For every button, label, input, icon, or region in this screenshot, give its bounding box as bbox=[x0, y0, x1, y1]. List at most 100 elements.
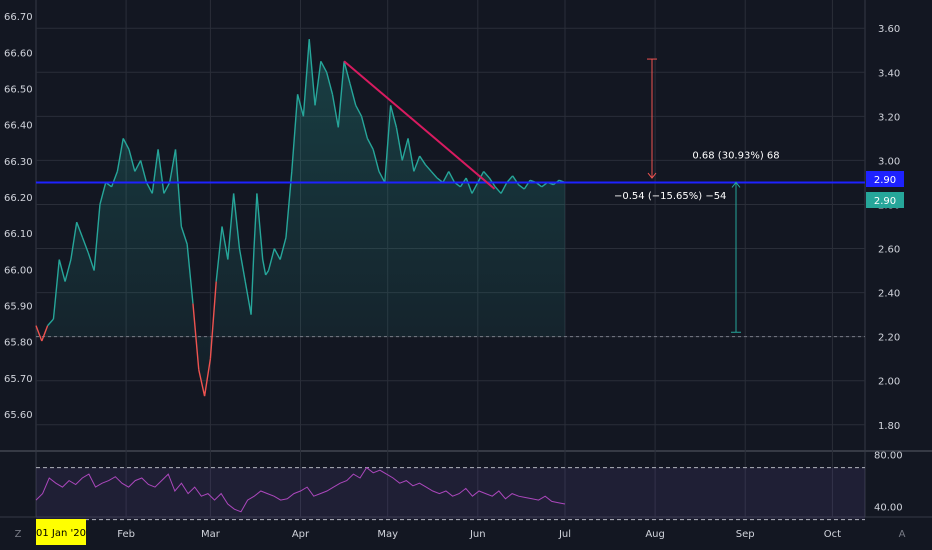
price-segment bbox=[227, 193, 235, 260]
price-segment bbox=[139, 160, 148, 183]
time-tick-label: Oct bbox=[824, 529, 841, 540]
price-segment bbox=[483, 170, 490, 179]
price-segment bbox=[494, 186, 502, 194]
price-segment bbox=[465, 177, 473, 194]
rsi-tick-label: 80.00 bbox=[874, 451, 903, 462]
level-price-badge-text: 2.90 bbox=[874, 175, 896, 186]
left-tick-label: 66.30 bbox=[4, 157, 33, 168]
right-tick-label: 3.20 bbox=[878, 112, 900, 123]
price-segment bbox=[169, 149, 177, 183]
price-segment bbox=[419, 155, 427, 166]
price-segment bbox=[250, 248, 255, 315]
start-date-text: 01 Jan '20 bbox=[36, 528, 86, 539]
price-segment bbox=[253, 193, 258, 249]
price-segment bbox=[232, 193, 241, 249]
price-segment bbox=[349, 83, 357, 106]
left-tick-label: 65.90 bbox=[4, 301, 33, 312]
price-segment bbox=[366, 138, 374, 150]
price-segment bbox=[325, 72, 334, 95]
rsi-band bbox=[36, 467, 865, 520]
left-tick-label: 65.60 bbox=[4, 410, 33, 421]
price-segment bbox=[372, 149, 380, 172]
left-tick-label: 66.60 bbox=[4, 48, 33, 59]
left-price-axis[interactable]: 66.70 66.60 66.50 66.40 66.30 66.20 66.10 66.00… bbox=[4, 12, 33, 421]
rsi-tick-label: 40.00 bbox=[874, 503, 903, 514]
price-segment bbox=[442, 171, 450, 183]
price-segment bbox=[320, 60, 328, 73]
left-tick-label: 66.00 bbox=[4, 265, 33, 276]
trendline[interactable] bbox=[343, 60, 496, 190]
price-segment bbox=[378, 171, 386, 183]
price-segment bbox=[296, 94, 305, 117]
up-measure-arrow bbox=[731, 181, 741, 188]
price-segment bbox=[128, 149, 136, 172]
price-segment bbox=[267, 248, 276, 271]
price-segment bbox=[343, 61, 351, 84]
price-segment bbox=[145, 182, 153, 194]
right-tick-label: 2.20 bbox=[878, 333, 900, 344]
price-segment bbox=[424, 164, 432, 172]
left-tick-label: 66.10 bbox=[4, 229, 33, 240]
right-tick-label: 3.00 bbox=[878, 156, 900, 167]
price-segment bbox=[70, 221, 78, 260]
price-segment bbox=[174, 149, 183, 227]
right-price-axis[interactable]: 3.603.403.203.002.802.602.402.202.001.80 bbox=[878, 24, 900, 432]
price-segment bbox=[41, 325, 49, 342]
time-tick-label: Aug bbox=[645, 529, 665, 540]
drawings[interactable]: 0.68 (30.93%) 68 −0.54 (−15.65%) −54 bbox=[36, 58, 865, 333]
price-segment bbox=[506, 175, 514, 183]
rsi-pane[interactable] bbox=[0, 452, 865, 517]
price-segment bbox=[47, 318, 54, 327]
down-measure-label: −0.54 (−15.65%) −54 bbox=[614, 191, 726, 202]
price-segment bbox=[314, 61, 322, 106]
down-measure-arrow bbox=[647, 172, 657, 179]
time-tick-label: Jul bbox=[558, 529, 571, 540]
price-segment bbox=[198, 369, 206, 397]
price-segment bbox=[52, 259, 60, 320]
price-segment bbox=[337, 61, 345, 128]
price-segment bbox=[186, 244, 194, 304]
price-segment bbox=[180, 226, 188, 245]
price-segment bbox=[35, 325, 43, 342]
right-tick-label: 2.40 bbox=[878, 289, 900, 300]
price-segment bbox=[151, 149, 159, 194]
price-segment bbox=[116, 138, 124, 172]
time-tick-label: Jun bbox=[469, 529, 486, 540]
time-axis[interactable]: Feb Mar Apr May Jun Jul Aug Sep Oct bbox=[117, 529, 841, 540]
up-measure-label: 0.68 (30.93%) 68 bbox=[692, 150, 779, 161]
price-segment bbox=[259, 226, 264, 260]
right-tick-label: 3.60 bbox=[878, 24, 900, 35]
price-segment bbox=[110, 171, 119, 188]
price-segment bbox=[262, 259, 267, 276]
left-tick-label: 66.50 bbox=[4, 85, 33, 96]
left-tick-label: 65.70 bbox=[4, 374, 33, 385]
price-segment bbox=[157, 149, 165, 194]
auto-scale-button[interactable]: A bbox=[899, 529, 906, 540]
price-segment bbox=[518, 184, 525, 190]
price-segment bbox=[256, 193, 261, 227]
price-segment bbox=[93, 204, 101, 271]
price-segment bbox=[279, 237, 287, 260]
price-segment bbox=[395, 127, 403, 161]
price-segment bbox=[291, 94, 299, 172]
left-tick-label: 66.70 bbox=[4, 12, 33, 23]
price-segment bbox=[81, 237, 89, 254]
price-segment bbox=[58, 259, 66, 282]
price-segment bbox=[308, 39, 316, 106]
price-segment bbox=[331, 94, 339, 128]
price-segment bbox=[64, 259, 72, 282]
price-segment bbox=[134, 160, 142, 172]
price-segment bbox=[163, 182, 171, 194]
timezone-button[interactable]: Z bbox=[15, 529, 22, 540]
price-segment bbox=[209, 281, 217, 359]
rsi-axis[interactable]: 80.00 40.00 bbox=[874, 451, 903, 514]
price-segment bbox=[471, 182, 479, 194]
price-segment bbox=[302, 39, 310, 117]
price-area bbox=[36, 39, 565, 397]
time-tick-label: Feb bbox=[117, 529, 135, 540]
price-segment bbox=[265, 270, 270, 276]
time-tick-label: Apr bbox=[292, 529, 310, 540]
price-segment bbox=[448, 171, 456, 183]
